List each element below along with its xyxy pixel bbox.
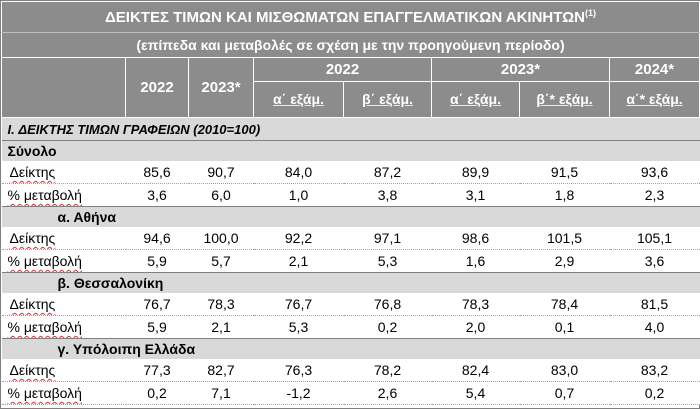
index-value: 101,5 bbox=[519, 227, 610, 250]
index-value: 82,7 bbox=[188, 359, 254, 382]
change-value: 1,8 bbox=[519, 183, 610, 207]
index-value: 87,2 bbox=[343, 161, 432, 184]
change-row: % μεταβολή 0,2 7,1 -1,2 2,6 5,4 0,7 0,2 bbox=[1, 381, 700, 405]
index-value: 98,6 bbox=[431, 227, 520, 250]
index-value: 93,6 bbox=[609, 161, 700, 184]
table-title: ΔΕΙΚΤΕΣ ΤΙΜΩΝ ΚΑΙ ΜΙΣΘΩΜΑΤΩΝ ΕΠΑΓΓΕΛΜΑΤΙ… bbox=[0, 1, 700, 33]
change-value: 5,9 bbox=[125, 315, 189, 339]
change-value: 5,7 bbox=[188, 249, 254, 273]
header-sub-2024-h1: α΄* εξάμ. bbox=[608, 81, 700, 118]
change-value: 2,1 bbox=[188, 315, 254, 339]
index-row: Δείκτης 85,6 90,7 84,0 87,2 89,9 91,5 93,6 bbox=[1, 161, 700, 184]
header-sub-2023-h1: α΄ εξάμ. bbox=[431, 81, 520, 118]
group-heading: β. Θεσσαλονίκη bbox=[1, 272, 700, 293]
index-value: 82,4 bbox=[431, 359, 520, 382]
index-value: 76,7 bbox=[125, 293, 189, 316]
index-value: 78,2 bbox=[343, 359, 432, 382]
index-value: 83,2 bbox=[609, 359, 700, 382]
change-value: 0,2 bbox=[343, 315, 432, 339]
change-value: 2,6 bbox=[343, 381, 432, 405]
table-title-footnote: (1) bbox=[585, 8, 597, 18]
header-blank bbox=[1, 57, 126, 118]
index-value: 76,7 bbox=[253, 293, 344, 316]
change-value: 1,6 bbox=[431, 249, 520, 273]
change-value: 5,3 bbox=[253, 315, 344, 339]
change-value: 5,3 bbox=[343, 249, 432, 273]
header-sub-2023-h2: β΄* εξάμ. bbox=[519, 81, 610, 118]
change-row: % μεταβολή 5,9 5,7 2,1 5,3 1,6 2,9 3,6 bbox=[1, 249, 700, 273]
row-label-change: % μεταβολή bbox=[1, 183, 126, 207]
index-row: Δείκτης 94,6 100,0 92,2 97,1 98,6 101,5 105,1 bbox=[1, 227, 700, 250]
change-row: % μεταβολή 3,6 6,0 1,0 3,8 3,1 1,8 2,3 bbox=[1, 183, 700, 207]
index-value: 97,1 bbox=[343, 227, 432, 250]
index-value: 105,1 bbox=[609, 227, 700, 250]
change-value: 5,4 bbox=[431, 381, 520, 405]
change-value: 6,0 bbox=[188, 183, 254, 207]
change-value: 5,9 bbox=[125, 249, 189, 273]
change-value: 2,3 bbox=[609, 183, 700, 207]
index-value: 85,6 bbox=[125, 161, 189, 184]
section-heading: I. ΔΕΙΚΤΗΣ ΤΙΜΩΝ ΓΡΑΦΕΙΩΝ (2010=100) bbox=[1, 117, 700, 141]
change-value: 2,0 bbox=[431, 315, 520, 339]
index-value: 100,0 bbox=[188, 227, 254, 250]
index-value: 84,0 bbox=[253, 161, 344, 184]
change-value: 2,1 bbox=[253, 249, 344, 273]
index-row: Δείκτης 76,7 78,3 76,7 76,8 78,3 78,4 81,5 bbox=[1, 293, 700, 316]
change-value: 3,1 bbox=[431, 183, 520, 207]
header-group-2024: 2024* bbox=[608, 57, 700, 82]
header-year-2023: 2023* bbox=[188, 57, 254, 118]
change-value: 7,1 bbox=[188, 381, 254, 405]
change-value: 3,6 bbox=[609, 249, 700, 273]
row-label-change: % μεταβολή bbox=[1, 315, 126, 339]
index-value: 83,0 bbox=[519, 359, 610, 382]
index-value: 91,5 bbox=[519, 161, 610, 184]
change-value: 3,8 bbox=[343, 183, 432, 207]
index-value: 90,7 bbox=[188, 161, 254, 184]
row-label-index: Δείκτης bbox=[1, 227, 126, 250]
group-heading: γ. Υπόλοιπη Ελλάδα bbox=[1, 338, 700, 359]
table-title-text: ΔΕΙΚΤΕΣ ΤΙΜΩΝ ΚΑΙ ΜΙΣΘΩΜΑΤΩΝ ΕΠΑΓΓΕΛΜΑΤΙ… bbox=[105, 9, 586, 26]
header-year-2022: 2022 bbox=[125, 57, 189, 118]
change-row: % μεταβολή 5,9 2,1 5,3 0,2 2,0 0,1 4,0 bbox=[1, 315, 700, 339]
change-value: 0,2 bbox=[125, 381, 189, 405]
change-value: 3,6 bbox=[125, 183, 189, 207]
row-label-index: Δείκτης bbox=[1, 161, 126, 184]
change-value: 4,0 bbox=[609, 315, 700, 339]
change-value: -1,2 bbox=[253, 381, 344, 405]
row-label-change: % μεταβολή bbox=[1, 381, 126, 405]
group-heading: Σύνολο bbox=[1, 140, 700, 161]
index-value: 78,4 bbox=[519, 293, 610, 316]
header-group-2023: 2023* bbox=[431, 57, 610, 82]
index-value: 77,3 bbox=[125, 359, 189, 382]
group-heading: α. Αθήνα bbox=[1, 206, 700, 227]
change-value: 0,7 bbox=[519, 381, 610, 405]
index-value: 78,3 bbox=[188, 293, 254, 316]
header-sub-2022-h2: β΄ εξάμ. bbox=[343, 81, 432, 118]
table-subtitle: (επίπεδα και μεταβολές σε σχέση με την π… bbox=[0, 32, 700, 58]
index-value: 89,9 bbox=[431, 161, 520, 184]
row-label-index: Δείκτης bbox=[1, 293, 126, 316]
change-value: 0,1 bbox=[519, 315, 610, 339]
index-value: 92,2 bbox=[253, 227, 344, 250]
row-label-change: % μεταβολή bbox=[1, 249, 126, 273]
index-value: 94,6 bbox=[125, 227, 189, 250]
index-row: Δείκτης 77,3 82,7 76,3 78,2 82,4 83,0 83,2 bbox=[1, 359, 700, 382]
index-value: 76,8 bbox=[343, 293, 432, 316]
change-value: 2,9 bbox=[519, 249, 610, 273]
row-label-index: Δείκτης bbox=[1, 359, 126, 382]
change-value: 0,2 bbox=[609, 381, 700, 405]
index-value: 76,3 bbox=[253, 359, 344, 382]
header-sub-2022-h1: α΄ εξάμ. bbox=[253, 81, 344, 118]
index-value: 78,3 bbox=[431, 293, 520, 316]
header-group-2022: 2022 bbox=[253, 57, 432, 82]
change-value: 1,0 bbox=[253, 183, 344, 207]
index-value: 81,5 bbox=[609, 293, 700, 316]
